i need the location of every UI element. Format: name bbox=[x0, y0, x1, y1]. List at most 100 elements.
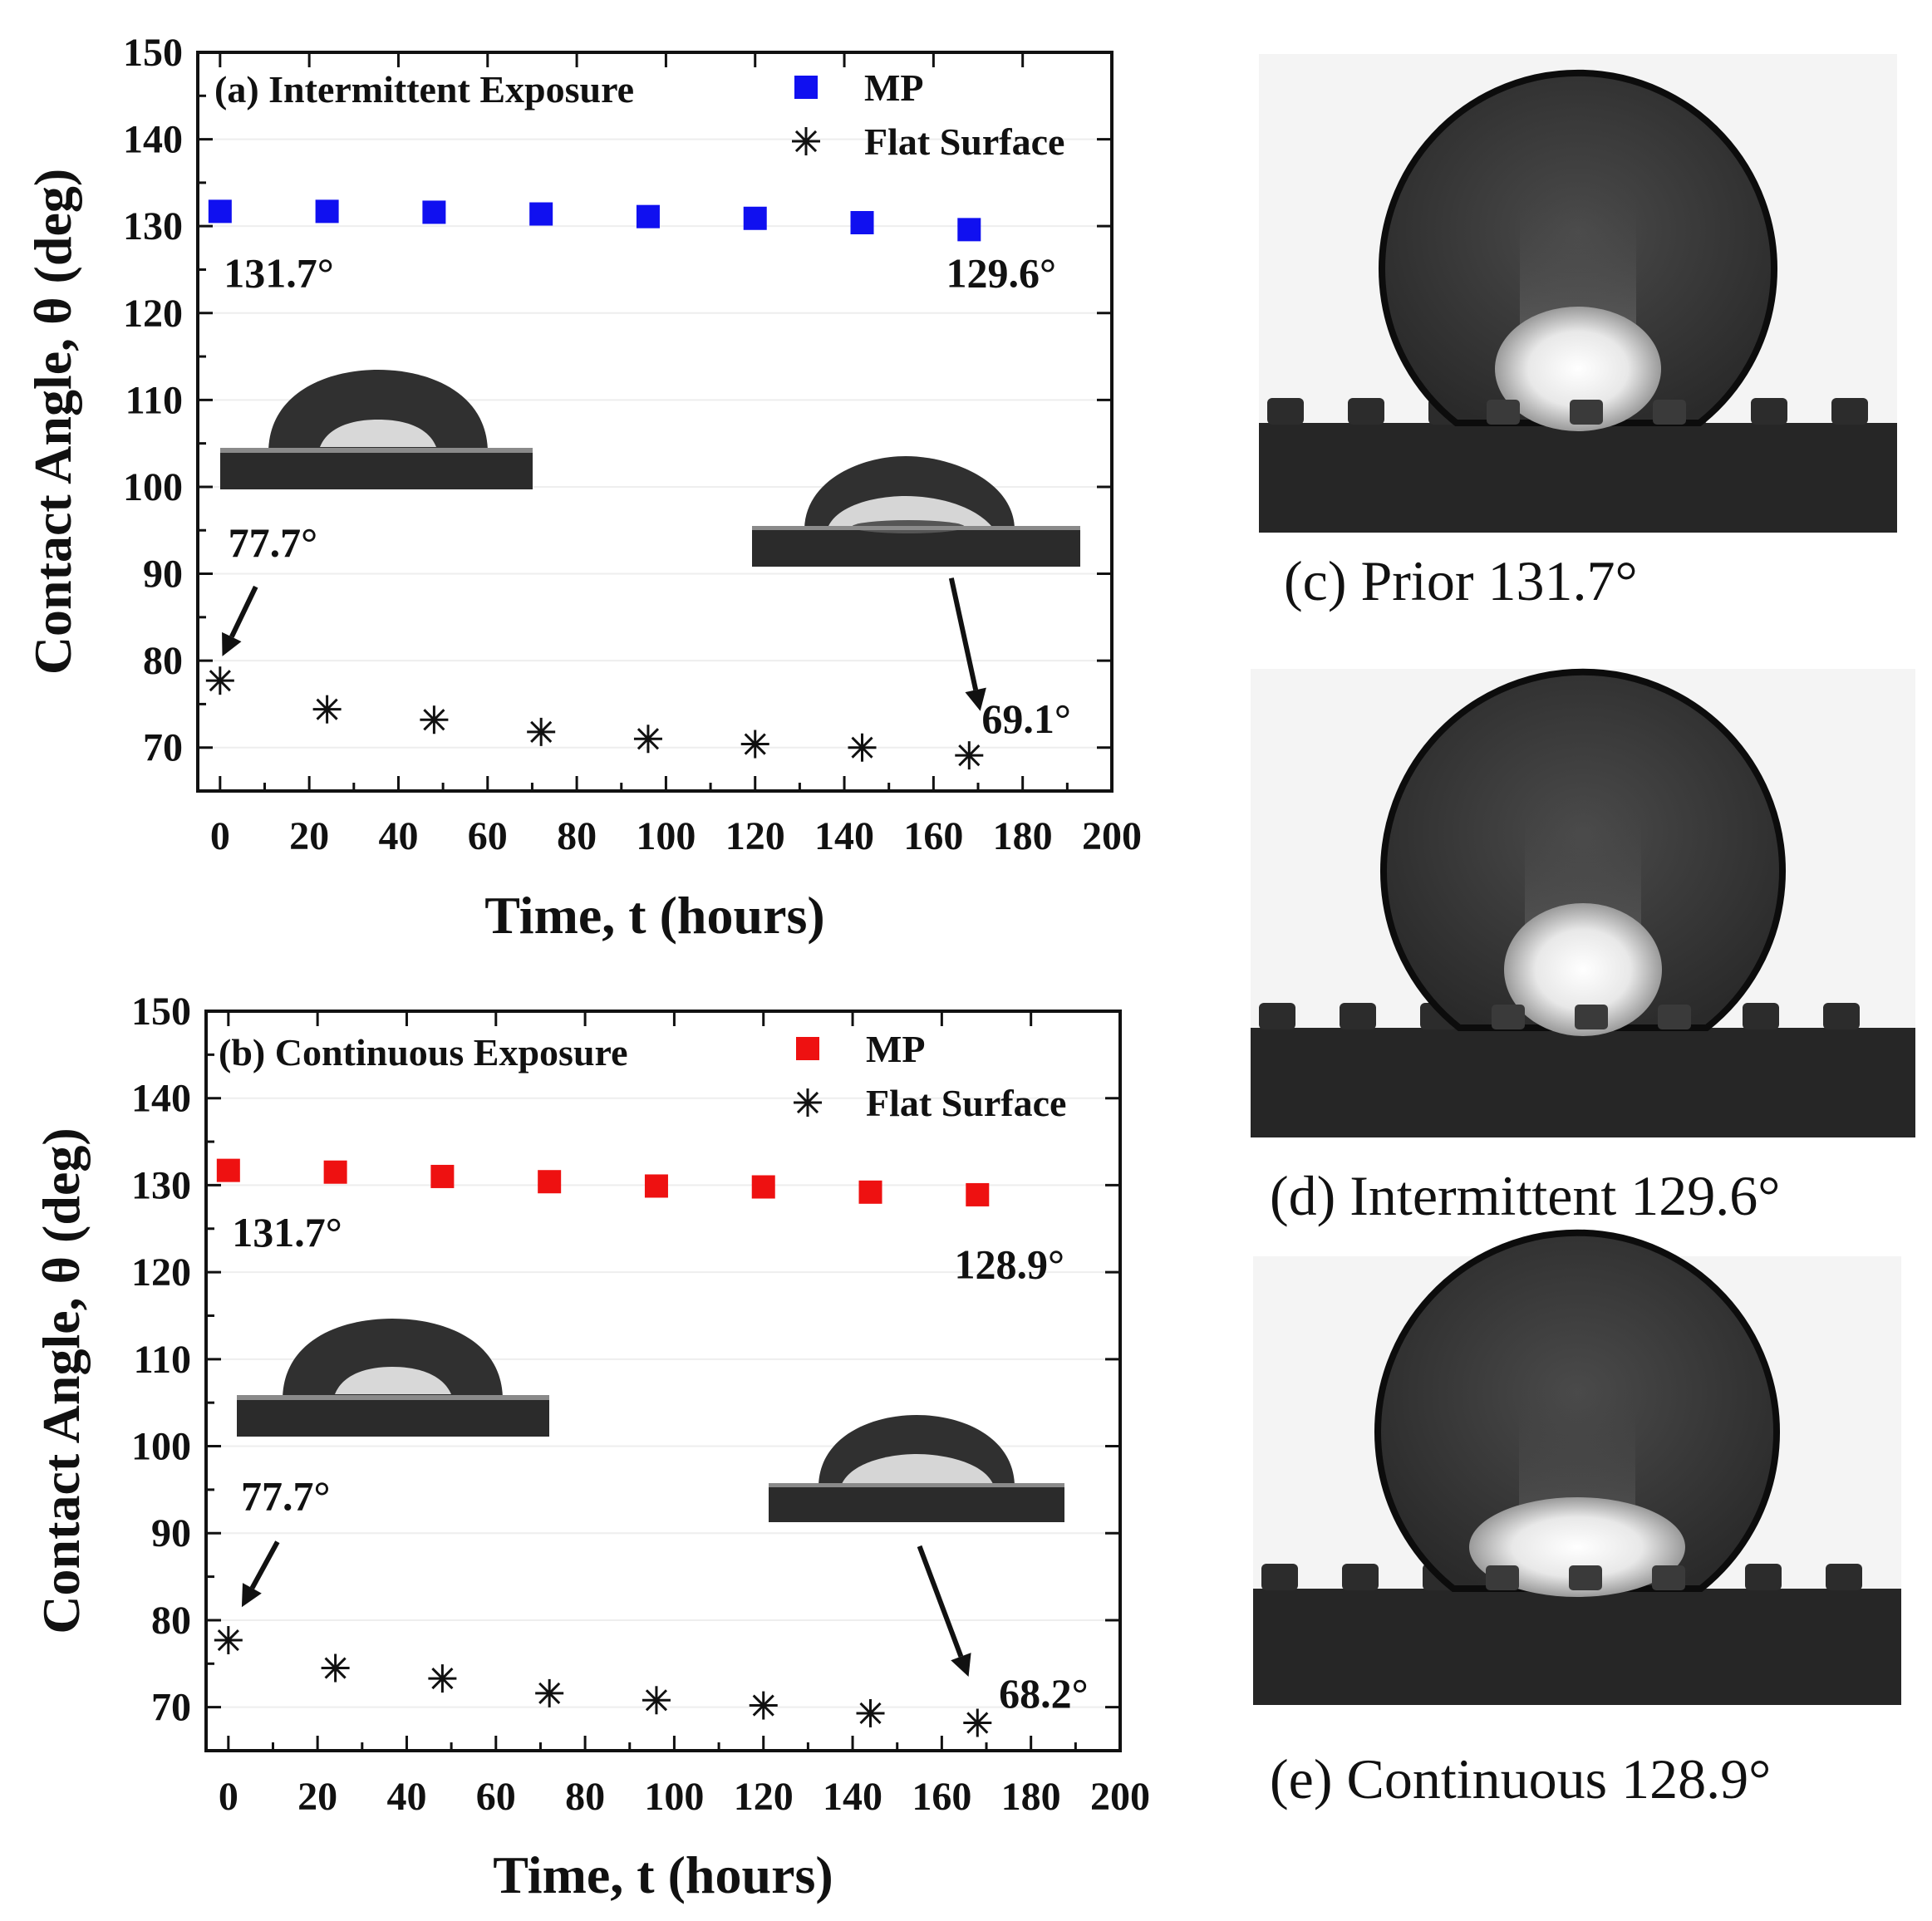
x-tick-label: 60 bbox=[468, 814, 508, 858]
data-point-flat-surface bbox=[749, 1691, 778, 1720]
data-point-mp bbox=[957, 218, 981, 242]
value-annotation: 128.9° bbox=[954, 1241, 1064, 1288]
data-point-flat-surface bbox=[420, 705, 449, 734]
data-point-mp bbox=[529, 202, 553, 226]
value-annotation: 68.2° bbox=[999, 1670, 1089, 1717]
legend-label: MP bbox=[866, 1028, 926, 1070]
chart-panel-a: 0 20 40 60 80 100 120 140 160 180 200 70 80 90 100 110 1… bbox=[23, 31, 1142, 945]
y-tick-label: 70 bbox=[151, 1686, 191, 1730]
data-point-flat-surface bbox=[740, 730, 769, 759]
legend-label: MP bbox=[864, 66, 924, 109]
x-tick-label: 140 bbox=[814, 814, 874, 858]
x-tick-label: 160 bbox=[912, 1775, 971, 1819]
x-tick-label: 100 bbox=[644, 1775, 704, 1819]
data-point-flat-surface bbox=[848, 733, 877, 762]
x-tick-label: 0 bbox=[219, 1775, 238, 1819]
water-droplet bbox=[1380, 668, 1786, 1036]
y-tick-label: 150 bbox=[123, 31, 183, 75]
y-axis-label: Contact Angle, θ (deg) bbox=[23, 169, 82, 675]
chart-panel-b: 0 20 40 60 80 100 120 140 160 180 200 70 80 90 100 110 1… bbox=[32, 990, 1150, 1904]
data-point-flat-surface bbox=[633, 725, 662, 754]
x-axis-label: Time, t (hours) bbox=[493, 1845, 833, 1904]
flat-droplet-inset-final bbox=[752, 456, 1080, 567]
photo-droplet-continuous bbox=[1253, 1229, 1901, 1705]
value-annotation: 131.7° bbox=[232, 1209, 342, 1255]
x-tick-label: 20 bbox=[297, 1775, 337, 1819]
y-tick-label: 80 bbox=[151, 1599, 191, 1643]
data-point-mp bbox=[216, 1158, 240, 1182]
y-tick-label: 110 bbox=[134, 1338, 191, 1382]
x-tick-label: 40 bbox=[378, 814, 418, 858]
y-tick-label: 140 bbox=[123, 118, 183, 162]
y-tick-label: 80 bbox=[143, 639, 183, 683]
y-tick-label: 100 bbox=[123, 465, 183, 509]
y-tick-label: 120 bbox=[131, 1250, 191, 1295]
caption-d: (d) Intermittent 129.6° bbox=[1270, 1164, 1781, 1227]
legend-marker-mp bbox=[794, 76, 818, 99]
y-tick-label: 150 bbox=[131, 990, 191, 1034]
x-tick-label: 180 bbox=[993, 814, 1053, 858]
annotation-arrow bbox=[222, 585, 258, 656]
data-point-mp bbox=[538, 1170, 562, 1194]
y-tick-label: 110 bbox=[125, 378, 183, 422]
data-point-mp bbox=[323, 1160, 347, 1184]
data-point-mp bbox=[430, 1164, 455, 1188]
droplet-insets-a bbox=[220, 370, 1080, 567]
data-point-mp bbox=[644, 1174, 668, 1198]
x-tick-label: 80 bbox=[557, 814, 597, 858]
x-tick-label: 20 bbox=[289, 814, 329, 858]
data-point-mp bbox=[966, 1182, 990, 1206]
data-point-flat-surface bbox=[535, 1678, 564, 1707]
y-tick-label: 130 bbox=[131, 1163, 191, 1207]
x-tick-label: 40 bbox=[386, 1775, 426, 1819]
x-tick-label: 60 bbox=[476, 1775, 516, 1819]
y-tick-label: 70 bbox=[143, 726, 183, 770]
y-tick-label: 130 bbox=[123, 204, 183, 248]
data-point-flat-surface bbox=[856, 1698, 885, 1727]
x-axis-label: Time, t (hours) bbox=[484, 886, 824, 945]
flat-droplet-inset-initial bbox=[220, 370, 533, 489]
data-point-flat-surface bbox=[428, 1664, 457, 1693]
micropillar-substrate bbox=[1259, 398, 1897, 533]
legend-label: Flat Surface bbox=[864, 120, 1064, 163]
caption-e: (e) Continuous 128.9° bbox=[1270, 1747, 1772, 1810]
chart-title: (a) Intermittent Exposure bbox=[214, 68, 634, 111]
y-axis-label: Contact Angle, θ (deg) bbox=[32, 1128, 91, 1634]
x-tick-label: 120 bbox=[725, 814, 785, 858]
data-point-mp bbox=[850, 210, 874, 234]
data-point-flat-surface bbox=[527, 717, 556, 746]
photo-droplet-prior bbox=[1259, 54, 1897, 533]
y-tick-label: 90 bbox=[143, 553, 183, 597]
photo-droplet-intermittent bbox=[1251, 668, 1915, 1137]
data-point-flat-surface bbox=[214, 1626, 243, 1655]
annotation-arrow bbox=[241, 1540, 280, 1608]
y-tick-label: 100 bbox=[131, 1425, 191, 1469]
x-tick-label: 200 bbox=[1090, 1775, 1150, 1819]
x-tick-label: 180 bbox=[1001, 1775, 1061, 1819]
water-droplet bbox=[1379, 69, 1777, 431]
x-tick-label: 100 bbox=[636, 814, 696, 858]
value-annotation: 129.6° bbox=[946, 250, 1056, 297]
data-point-flat-surface bbox=[312, 695, 342, 724]
value-annotation: 77.7° bbox=[241, 1472, 331, 1519]
x-tick-label: 200 bbox=[1082, 814, 1142, 858]
value-annotation: 77.7° bbox=[229, 519, 318, 566]
plot-frame bbox=[196, 51, 1113, 793]
data-point-mp bbox=[743, 206, 767, 230]
caption-c: (c) Prior 131.7° bbox=[1284, 549, 1638, 612]
y-tick-label: 140 bbox=[131, 1077, 191, 1121]
data-point-mp bbox=[315, 199, 339, 224]
water-droplet bbox=[1374, 1229, 1780, 1597]
value-annotation: 69.1° bbox=[981, 695, 1071, 742]
x-tick-label: 120 bbox=[734, 1775, 794, 1819]
y-tick-label: 90 bbox=[151, 1511, 191, 1555]
data-point-flat-surface bbox=[963, 1708, 992, 1737]
value-annotation: 131.7° bbox=[224, 250, 334, 297]
legend-marker-flat-surface bbox=[794, 1088, 822, 1117]
x-tick-label: 0 bbox=[210, 814, 230, 858]
x-tick-label: 160 bbox=[903, 814, 963, 858]
plot-frame bbox=[204, 1010, 1122, 1752]
data-point-mp bbox=[208, 199, 232, 224]
micropillar-substrate bbox=[1251, 1003, 1915, 1137]
data-point-mp bbox=[751, 1175, 775, 1199]
